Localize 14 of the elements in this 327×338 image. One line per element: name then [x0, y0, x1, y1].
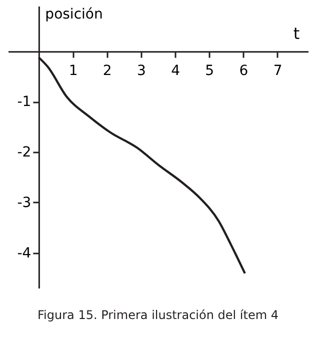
- x-axis-title: t: [293, 24, 300, 43]
- x-tick-label: 7: [273, 62, 282, 79]
- y-tick-label: -3: [17, 194, 32, 211]
- x-tick-label: 1: [68, 62, 78, 79]
- y-tick-label: -1: [17, 94, 32, 110]
- y-axis-title: posición: [45, 6, 103, 22]
- x-tick-label: 5: [205, 62, 214, 79]
- x-tick-label: 4: [171, 62, 180, 79]
- x-tick-label: 3: [136, 62, 146, 79]
- x-tick-label: 6: [239, 62, 248, 79]
- text: Figura 15. Primera ilustración del ítem 4: [38, 308, 278, 322]
- x-tick-label: 2: [102, 62, 112, 79]
- y-tick-label: -2: [17, 144, 32, 161]
- y-tick-label: -4: [17, 245, 32, 262]
